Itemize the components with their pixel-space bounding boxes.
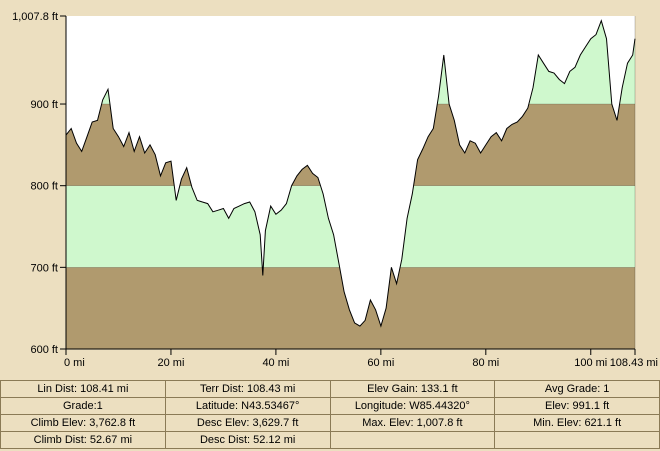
elevation-chart: 0 mi 20 mi 40 mi 60 mi 80 mi 100 mi 108.43 mi … xyxy=(12,11,658,369)
empty-cell xyxy=(494,431,660,449)
min-elev-cell: Min. Elev: 621.1 ft xyxy=(494,414,660,432)
elev-gain-cell: Elev Gain: 133.1 ft xyxy=(329,380,496,398)
x-tick-label: 20 mi xyxy=(157,357,184,369)
longitude-cell: Longitude: W85.44320° xyxy=(329,397,496,415)
x-tick-label: 40 mi xyxy=(262,357,289,369)
elevation-profile-line xyxy=(65,19,636,328)
y-tick-label: 900 ft xyxy=(30,99,58,111)
elev-cell: Elev: 991.1 ft xyxy=(494,397,660,415)
axes xyxy=(65,16,636,350)
sky-above-profile xyxy=(66,16,635,327)
stats-row: Grade:1 Latitude: N43.53467° Longitude: … xyxy=(0,397,660,415)
x-tick-label: 100 mi xyxy=(574,357,607,369)
lin-dist-cell: Lin Dist: 108.41 mi xyxy=(0,380,166,398)
y-tick-label: 800 ft xyxy=(30,181,58,193)
desc-dist-cell: Desc Dist: 52.12 mi xyxy=(164,431,331,449)
x-tick-label: 60 mi xyxy=(367,357,394,369)
grade-cell: Grade:1 xyxy=(0,397,166,415)
avg-grade-cell: Avg Grade: 1 xyxy=(494,380,660,398)
terr-dist-cell: Terr Dist: 108.43 mi xyxy=(164,380,331,398)
empty-cell xyxy=(329,431,496,449)
y-tick-label: 1,007.8 ft xyxy=(12,11,58,23)
climb-dist-cell: Climb Dist: 52.67 mi xyxy=(0,431,166,449)
y-axis-ticks: 600 ft 700 ft 800 ft 900 ft 1,007.8 ft xyxy=(12,11,66,356)
climb-elev-cell: Climb Elev: 3,762.8 ft xyxy=(0,414,166,432)
x-tick-label: 0 mi xyxy=(64,357,85,369)
y-tick-label: 600 ft xyxy=(30,344,58,356)
x-axis-ticks: 0 mi 20 mi 40 mi 60 mi 80 mi 100 mi 108.43 mi xyxy=(64,349,658,369)
stats-row: Climb Dist: 52.67 mi Desc Dist: 52.12 mi xyxy=(0,431,660,449)
desc-elev-cell: Desc Elev: 3,629.7 ft xyxy=(164,414,331,432)
stats-row: Lin Dist: 108.41 mi Terr Dist: 108.43 mi… xyxy=(0,380,660,398)
latitude-cell: Latitude: N43.53467° xyxy=(164,397,331,415)
stats-table: Lin Dist: 108.41 mi Terr Dist: 108.43 mi… xyxy=(0,380,660,449)
stats-row: Climb Elev: 3,762.8 ft Desc Elev: 3,629.… xyxy=(0,414,660,432)
y-tick-label: 700 ft xyxy=(30,262,58,274)
x-tick-label: 108.43 mi xyxy=(610,357,658,369)
max-elev-cell: Max. Elev: 1,007.8 ft xyxy=(329,414,496,432)
x-tick-label: 80 mi xyxy=(472,357,499,369)
